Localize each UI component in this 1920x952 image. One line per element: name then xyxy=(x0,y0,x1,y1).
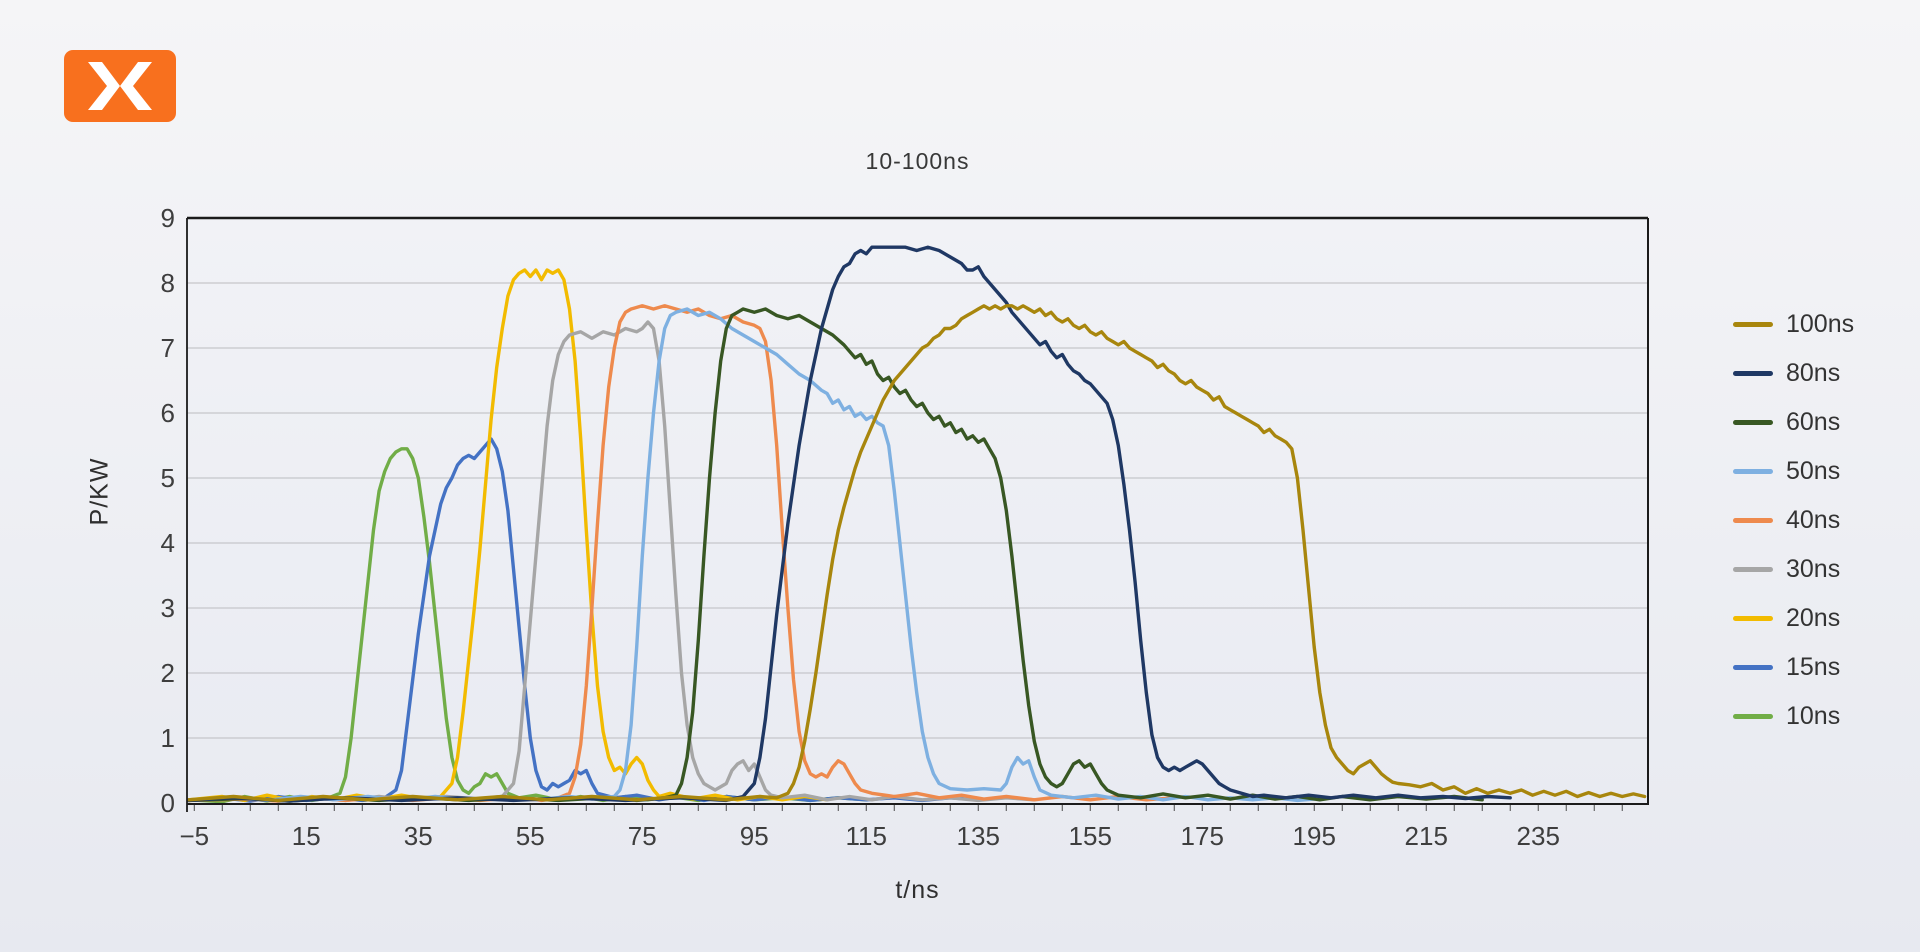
x-tick-label-195: 195 xyxy=(1292,821,1336,851)
legend-item-50ns: 50ns xyxy=(1733,457,1854,485)
brand-logo xyxy=(64,50,176,122)
x-tick-label-155: 155 xyxy=(1068,821,1112,851)
legend-item-80ns: 80ns xyxy=(1733,359,1854,387)
x-tick-label-115: 115 xyxy=(845,821,887,851)
chart-title: 10-100ns xyxy=(865,148,970,174)
x-tick-label-75: 75 xyxy=(627,821,657,851)
x-tick-label-135: 135 xyxy=(956,821,1000,851)
legend-line-swatch-20ns xyxy=(1733,615,1773,621)
x-tick-label-175: 175 xyxy=(1180,821,1224,851)
y-tick-label-1: 1 xyxy=(160,723,175,753)
legend-item-100ns: 100ns xyxy=(1733,310,1854,338)
legend-label: 10ns xyxy=(1786,701,1841,730)
gridlines xyxy=(187,282,1648,739)
legend-item-60ns: 60ns xyxy=(1733,408,1854,436)
series-line-80ns xyxy=(186,245,1512,803)
x-tick-label-15: 15 xyxy=(291,821,321,851)
legend-item-30ns: 30ns xyxy=(1733,555,1854,583)
legend-item-10ns: 10ns xyxy=(1733,702,1854,730)
y-axis-title: P/KW xyxy=(85,457,114,526)
y-tick-label-5: 5 xyxy=(160,463,175,493)
x-tick-label-35: 35 xyxy=(403,821,433,851)
legend-line-swatch-10ns xyxy=(1733,713,1773,719)
plot-background-rect xyxy=(187,218,1648,803)
legend-line-swatch-40ns xyxy=(1733,517,1773,523)
x-axis-title: t/ns xyxy=(895,876,940,904)
legend: 100ns 80ns 60ns 50ns 40ns 30ns 20ns 15ns 10ns xyxy=(1733,310,1854,730)
legend-label: 15ns xyxy=(1786,652,1841,681)
y-tick-label-2: 2 xyxy=(160,658,175,688)
legend-item-20ns: 20ns xyxy=(1733,604,1854,632)
legend-label: 80ns xyxy=(1786,358,1841,387)
series-line-10ns xyxy=(186,447,868,804)
y-tick-label-4: 4 xyxy=(160,528,175,558)
series-line-100ns xyxy=(186,304,1647,803)
x-tick-label-95: 95 xyxy=(739,821,769,851)
y-tick-label-9: 9 xyxy=(160,203,175,233)
data-series-lines xyxy=(186,245,1647,804)
y-tick-label-0: 0 xyxy=(160,788,175,818)
legend-label: 60ns xyxy=(1786,407,1841,436)
legend-line-swatch-50ns xyxy=(1733,468,1773,474)
y-tick-label-3: 3 xyxy=(160,593,175,623)
chevron-left-icon xyxy=(120,62,152,110)
legend-line-swatch-30ns xyxy=(1733,566,1773,572)
x-tick-label--5: −5 xyxy=(179,821,210,851)
y-tick-label-7: 7 xyxy=(160,333,175,363)
y-tick-label-8: 8 xyxy=(160,268,175,298)
legend-label: 50ns xyxy=(1786,456,1841,485)
series-line-60ns xyxy=(186,307,1484,803)
x-tick-label-215: 215 xyxy=(1404,821,1448,851)
legend-label: 100ns xyxy=(1786,309,1855,338)
x-tick-label-55: 55 xyxy=(515,821,545,851)
legend-label: 40ns xyxy=(1786,505,1841,534)
y-tick-label-6: 6 xyxy=(160,398,175,428)
axes xyxy=(186,216,1649,812)
series-line-50ns xyxy=(186,307,1316,803)
legend-label: 20ns xyxy=(1786,603,1841,632)
legend-item-15ns: 15ns xyxy=(1733,653,1854,681)
legend-item-40ns: 40ns xyxy=(1733,506,1854,534)
chevron-right-icon xyxy=(88,62,120,110)
legend-label: 30ns xyxy=(1786,554,1841,583)
x-tick-label-235: 235 xyxy=(1516,821,1560,851)
legend-line-swatch-15ns xyxy=(1733,664,1773,670)
legend-line-swatch-100ns xyxy=(1733,321,1773,327)
plot-background xyxy=(187,218,1648,803)
legend-line-swatch-80ns xyxy=(1733,370,1773,376)
legend-line-swatch-60ns xyxy=(1733,419,1773,425)
